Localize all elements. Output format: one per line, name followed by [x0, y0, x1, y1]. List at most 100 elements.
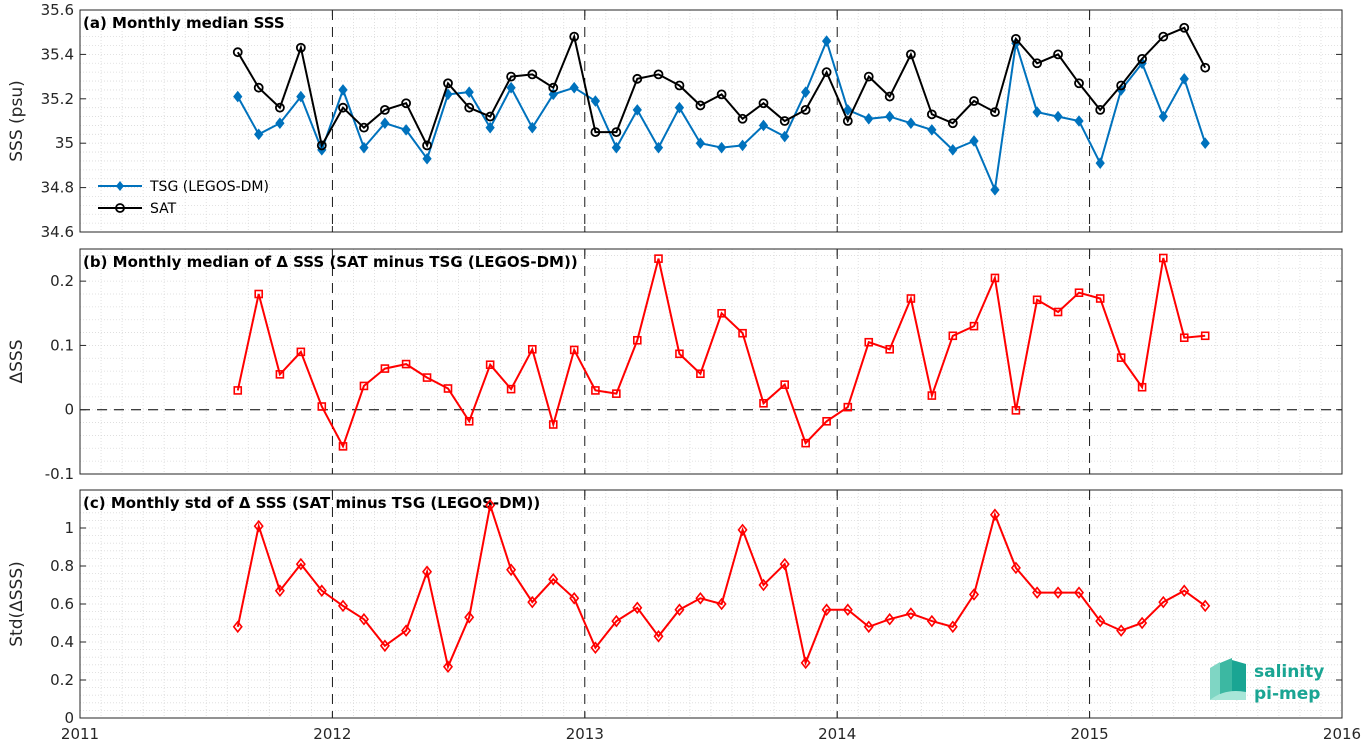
data-point [843, 402, 853, 412]
data-point [821, 35, 832, 47]
data-point [822, 416, 831, 426]
series-0 [233, 253, 1210, 451]
data-point [380, 117, 390, 130]
data-point [1032, 295, 1042, 305]
data-point [653, 630, 664, 643]
data-point [800, 105, 811, 115]
data-point [885, 110, 895, 123]
minor-grid [80, 9, 1342, 233]
data-point [1011, 406, 1021, 415]
data-point [443, 78, 453, 89]
data-point [1179, 22, 1190, 33]
data-point [338, 102, 348, 113]
data-point [842, 116, 853, 126]
panel-title: (c) Monthly std of Δ SSS (SAT minus TSG … [83, 494, 540, 512]
panel-c: 0 0.2 0.4 0.6 0.8 1 2011 2012 2013 2014 2015 2016 St… [7, 489, 1361, 743]
data-point [906, 117, 916, 130]
data-point [968, 588, 980, 601]
panel-title: (a) Monthly median SSS [83, 14, 285, 32]
data-point [948, 144, 958, 156]
data-point [947, 620, 958, 634]
data-point [863, 71, 874, 82]
data-point [1116, 353, 1126, 362]
y-tick-label: 1 [64, 519, 74, 537]
data-point [780, 380, 790, 389]
data-point [632, 104, 642, 116]
x-tick-label: 2013 [566, 725, 604, 743]
data-point [232, 620, 243, 634]
data-point [926, 614, 937, 628]
data-point [380, 364, 390, 373]
panel-title: (b) Monthly median of Δ SSS (SAT minus T… [83, 253, 578, 271]
data-point [548, 573, 559, 586]
data-point [548, 82, 559, 93]
y-tick-label: 0.4 [50, 633, 74, 651]
data-point [801, 86, 811, 98]
data-point [779, 116, 790, 126]
data-point [926, 109, 937, 120]
data-point [1137, 616, 1148, 630]
data-point [569, 592, 580, 605]
data-point [275, 370, 285, 379]
data-point [317, 402, 327, 411]
data-point [275, 117, 285, 130]
data-point [1074, 115, 1084, 127]
axes-box [79, 9, 1343, 233]
data-point [591, 386, 600, 395]
data-point [1053, 307, 1063, 317]
data-point [990, 184, 1000, 196]
data-point [696, 369, 705, 379]
data-point [485, 360, 495, 370]
y-tick-label: 0 [64, 709, 74, 727]
data-point [379, 639, 390, 653]
data-point [442, 660, 454, 673]
data-point [695, 100, 706, 111]
data-point [359, 122, 369, 133]
data-point [612, 389, 621, 398]
data-point [1158, 595, 1169, 609]
data-point [295, 42, 306, 53]
data-point [905, 607, 916, 620]
data-point [864, 337, 874, 347]
series-line [236, 26, 1207, 149]
data-point [632, 73, 643, 84]
data-point [316, 140, 327, 151]
data-point [506, 563, 517, 577]
data-point [1032, 106, 1042, 118]
data-point [1137, 53, 1147, 64]
data-point [590, 127, 601, 138]
y-axis-label: SSS (psu) [7, 80, 27, 161]
data-point [738, 328, 747, 338]
data-point [401, 124, 411, 136]
panel-b: -0.1 0 0.1 0.2 ΔSSS (b) Monthly median of Δ S… [7, 248, 1343, 483]
data-point [485, 111, 496, 122]
data-point [758, 98, 769, 109]
data-point [253, 519, 264, 533]
data-point [527, 69, 538, 80]
y-tick-label: 0.8 [50, 557, 74, 575]
data-point [842, 603, 853, 616]
data-point [569, 81, 579, 94]
data-point [1158, 31, 1169, 42]
data-point [401, 98, 412, 109]
data-point [296, 90, 306, 103]
data-point [990, 273, 1000, 283]
y-tick-label: 35.4 [41, 45, 74, 63]
data-point [232, 47, 243, 58]
data-point [884, 612, 895, 626]
data-point [1159, 253, 1168, 263]
y-axis-label: ΔSSS [7, 339, 27, 383]
data-point [843, 104, 853, 116]
data-point [653, 141, 664, 154]
data-point [758, 119, 769, 132]
data-point [800, 656, 811, 670]
data-point [779, 557, 790, 571]
data-point [295, 557, 306, 571]
data-point [1053, 49, 1063, 60]
data-point [947, 118, 958, 129]
data-point [338, 442, 348, 451]
series-0 [233, 35, 1210, 196]
data-point [569, 345, 579, 355]
legend: TSG (LEGOS-DM) SAT [98, 179, 269, 217]
